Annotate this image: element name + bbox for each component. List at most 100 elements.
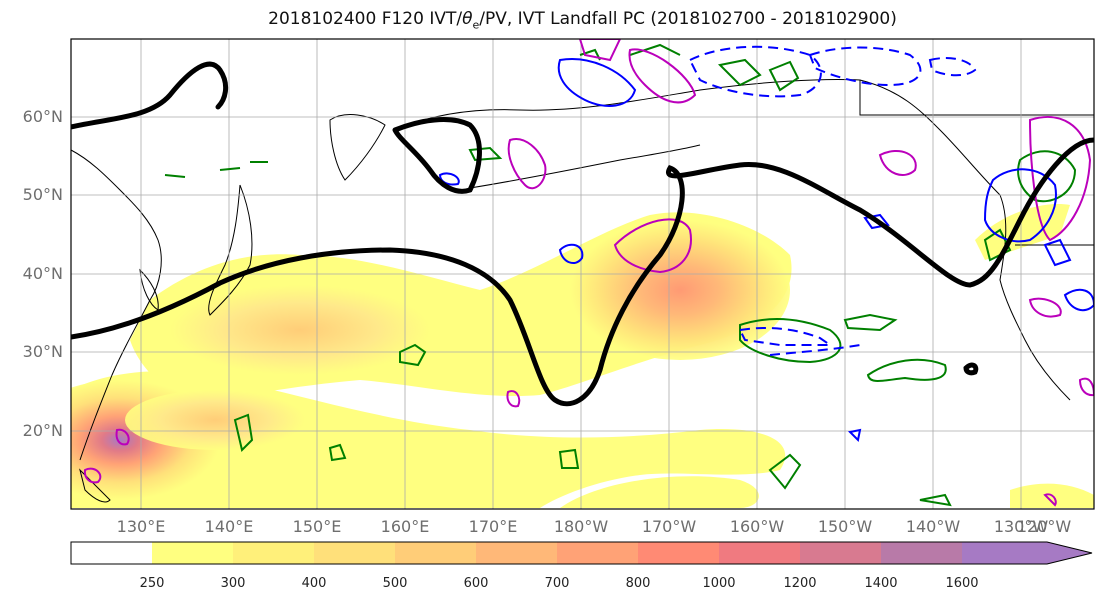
colorbar-bin-4 xyxy=(314,542,395,564)
colorbar-bin-5 xyxy=(395,542,476,564)
colorbar-bin-2 xyxy=(152,542,233,564)
colorbar-outline xyxy=(70,541,1093,565)
lon-label-160w: 160°W xyxy=(729,517,785,536)
theta-e-main xyxy=(71,137,1094,407)
grid-lines xyxy=(71,39,1094,509)
ivt-mid-core xyxy=(170,285,430,375)
green-contour-13 xyxy=(468,146,503,162)
kamchatka-coast xyxy=(329,114,386,181)
alaska-coast xyxy=(394,78,1001,196)
green-contour-6 xyxy=(866,358,947,382)
colorbar-bin-12 xyxy=(962,542,1047,564)
green-contours xyxy=(164,43,1077,507)
green-contour-14 xyxy=(558,448,580,469)
magenta-contour-2 xyxy=(613,218,692,274)
lon-label-160e: 160°E xyxy=(380,517,430,536)
green-contour-7 xyxy=(768,453,802,490)
colorbar-bin-1 xyxy=(71,542,152,564)
blue-contour-8 xyxy=(1043,238,1072,267)
ivt-east-coast xyxy=(975,204,1070,260)
colorbar-tick-1400: 1400 xyxy=(864,576,898,591)
magenta-contour-12 xyxy=(628,48,697,104)
colorbar-tick-500: 500 xyxy=(382,576,408,591)
lon-label-130e: 130°E xyxy=(116,517,166,536)
colorbar-bin-7 xyxy=(557,542,638,564)
magenta-contour-6 xyxy=(506,390,521,408)
colorbar-tick-1200: 1200 xyxy=(783,576,817,591)
map-frame xyxy=(70,38,1095,510)
green-contour-11 xyxy=(717,58,762,87)
theta-e-contour xyxy=(71,61,1094,407)
colorbar-tick-250: 250 xyxy=(139,576,165,591)
blue-contours xyxy=(438,58,1094,443)
magenta-contour-9 xyxy=(1078,377,1094,397)
magenta-contour-3 xyxy=(878,150,917,176)
blue-dashed-contour-5 xyxy=(769,344,861,356)
lon-label-150w: 150°W xyxy=(817,517,873,536)
lon-label-180w: 180°W xyxy=(553,517,609,536)
asia-coast xyxy=(71,149,162,461)
lon-label-150e: 150°E xyxy=(292,517,342,536)
magenta-contour-11 xyxy=(578,39,622,62)
colorbar-tick-1600: 1600 xyxy=(945,576,979,591)
blue-contour-6 xyxy=(863,213,890,230)
green-contour-9 xyxy=(1017,150,1077,203)
magenta-contour-10 xyxy=(1043,493,1057,507)
lat-label-50n: 50°N xyxy=(22,185,63,204)
theta-e-north xyxy=(71,61,229,130)
green-contour-4 xyxy=(739,317,842,364)
magenta-contours xyxy=(83,39,1094,507)
lon-label-120w: 120°W xyxy=(1016,517,1072,536)
bc-coast xyxy=(859,80,1094,116)
colorbar-bin-3 xyxy=(233,542,314,564)
magenta-contour-1 xyxy=(507,138,547,190)
green-contour-12 xyxy=(768,60,800,92)
ivt-mid-core-2 xyxy=(125,390,305,450)
ivt-shading xyxy=(71,204,1094,508)
green-contour-1 xyxy=(399,343,427,367)
blue-dashed-contours xyxy=(688,45,977,356)
lat-label-20n: 20°N xyxy=(22,421,63,440)
magenta-contour-5 xyxy=(1028,297,1062,318)
colorbar-bin-11 xyxy=(881,542,962,564)
lat-label-40n: 40°N xyxy=(22,264,63,283)
colorbar-tick-300: 300 xyxy=(220,576,246,591)
lon-label-170e: 170°E xyxy=(468,517,518,536)
lon-label-140e: 140°E xyxy=(204,517,254,536)
ivt-east-core xyxy=(570,220,790,360)
green-contour-3 xyxy=(328,443,347,462)
colorbar-bin-9 xyxy=(719,542,800,564)
philippines-coast xyxy=(79,468,111,503)
green-contour-15 xyxy=(164,174,186,178)
ivt-south-band xyxy=(560,476,759,508)
colorbar-tick-1000: 1000 xyxy=(702,576,736,591)
colorbar-bin-10 xyxy=(800,542,881,564)
green-contour-5 xyxy=(843,313,898,332)
blue-contour-5 xyxy=(1063,288,1094,312)
magenta-contour-7 xyxy=(115,428,130,446)
blue-contour-4 xyxy=(983,168,1057,243)
theta-e-small xyxy=(963,362,979,376)
colorbar-bin-6 xyxy=(476,542,557,564)
lat-label-30n: 30°N xyxy=(22,342,63,361)
magenta-contour-4 xyxy=(1028,115,1092,242)
colorbar-tick-400: 400 xyxy=(301,576,327,591)
lon-label-140w: 140°W xyxy=(905,517,961,536)
colorbar-extend-arrow xyxy=(1047,542,1092,564)
colorbar-tick-800: 800 xyxy=(625,576,651,591)
map-area xyxy=(71,39,1094,509)
aleutian-chain xyxy=(469,144,701,189)
colorbar-tick-700: 700 xyxy=(544,576,570,591)
green-contour-16 xyxy=(219,167,241,171)
theta-e-bering xyxy=(392,117,482,194)
na-west-coast xyxy=(999,194,1071,401)
magenta-contour-8 xyxy=(83,467,102,484)
colorbar-bin-8 xyxy=(638,542,719,564)
coastlines xyxy=(71,78,1094,503)
blue-contour-1 xyxy=(557,58,637,107)
blue-dashed-contour-1 xyxy=(688,45,822,98)
colorbar xyxy=(70,541,1093,565)
colorbar-tick-600: 600 xyxy=(463,576,489,591)
lat-label-60n: 60°N xyxy=(22,107,63,126)
